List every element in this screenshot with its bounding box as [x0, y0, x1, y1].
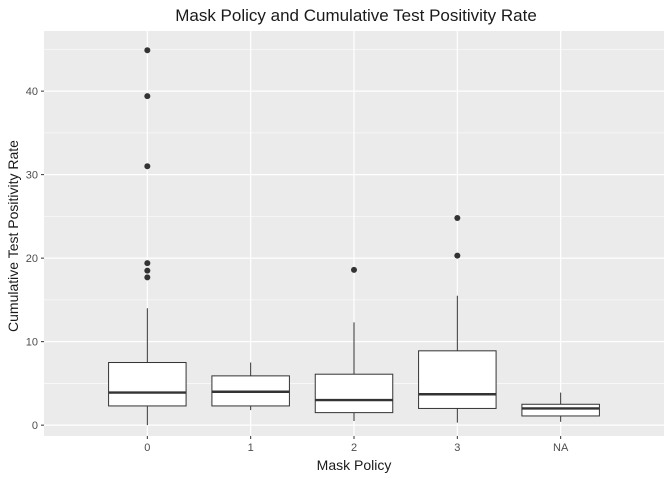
outlier-point [144, 163, 151, 170]
box-iqr [314, 373, 394, 414]
box-layer [108, 47, 600, 426]
box-group-1 [211, 362, 290, 411]
y-tick-label: 30 [26, 170, 38, 182]
x-tick-label: NA [553, 442, 569, 454]
outlier-point [144, 274, 151, 281]
x-axis-title: Mask Policy [317, 457, 392, 473]
y-tick-label: 20 [26, 253, 38, 265]
y-tick-label: 10 [26, 337, 38, 349]
box-group-2 [314, 266, 394, 421]
box-group-3 [418, 215, 497, 423]
outlier-point [144, 93, 151, 100]
box-group-0 [108, 47, 187, 426]
x-axis-ticks: 0 1 2 3 NA [144, 436, 569, 454]
x-tick-label: 3 [454, 442, 460, 454]
chart-title: Mask Policy and Cumulative Test Positivi… [175, 6, 537, 25]
x-tick-label: 2 [351, 442, 357, 454]
box-iqr [521, 403, 600, 417]
box-iqr [418, 350, 497, 409]
box-iqr [108, 362, 187, 407]
y-tick-label: 40 [26, 86, 38, 98]
outlier-point [144, 267, 151, 274]
y-axis-title: Cumulative Test Positivity Rate [5, 140, 21, 332]
y-tick-label: 0 [32, 420, 38, 432]
outlier-point [144, 260, 151, 267]
y-axis-ticks: 0 10 20 30 40 [26, 86, 44, 432]
outlier-point [351, 266, 357, 273]
x-tick-label: 1 [248, 442, 254, 454]
box-group-na [521, 392, 600, 422]
x-tick-label: 0 [144, 442, 150, 454]
outlier-point [454, 215, 461, 222]
outlier-point [144, 47, 151, 54]
outlier-point [454, 252, 461, 259]
